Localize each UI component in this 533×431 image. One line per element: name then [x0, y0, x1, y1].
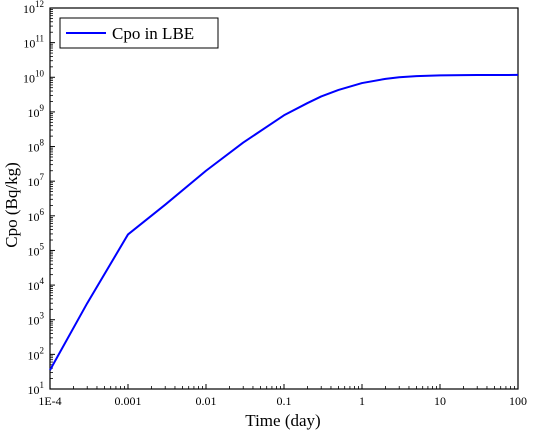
y-tick-label: 105	[28, 241, 45, 258]
x-axis-title: Time (day)	[245, 411, 320, 430]
y-tick-label: 108	[28, 138, 45, 155]
y-tick-label: 1012	[23, 0, 44, 16]
y-tick-label: 1011	[23, 34, 44, 51]
x-tick-label: 1E-4	[38, 394, 61, 408]
series-layer	[49, 73, 519, 371]
x-tick-label: 100	[509, 394, 527, 408]
y-tick-label: 102	[28, 345, 45, 362]
x-tick-label: 0.01	[196, 394, 217, 408]
y-tick-label: 101	[28, 380, 45, 397]
x-axis: 1E-4 0.001 0.01 0.1 1 10 100	[38, 384, 527, 408]
y-tick-label: 104	[28, 276, 45, 293]
x-tick-label: 1	[359, 394, 365, 408]
y-axis: 101 102 103 104 105 106 107 108 109 1010 1011 1012	[23, 0, 55, 397]
y-tick-label: 106	[28, 207, 45, 224]
y-tick-label: 107	[28, 172, 45, 189]
series-line-cpo-in-lbe	[49, 73, 519, 371]
y-tick-label: 109	[28, 103, 45, 120]
x-tick-label: 10	[434, 394, 446, 408]
y-tick-label: 1010	[23, 68, 45, 85]
x-tick-label: 0.1	[277, 394, 292, 408]
y-axis-title: Cpo (Bq/kg)	[2, 162, 21, 247]
legend-label: Cpo in LBE	[112, 24, 194, 43]
plot-frame	[49, 7, 519, 390]
plot-area-border	[49, 7, 519, 390]
legend: Cpo in LBE	[59, 17, 219, 49]
y-tick-label: 103	[28, 311, 45, 328]
x-tick-label: 0.001	[115, 394, 142, 408]
